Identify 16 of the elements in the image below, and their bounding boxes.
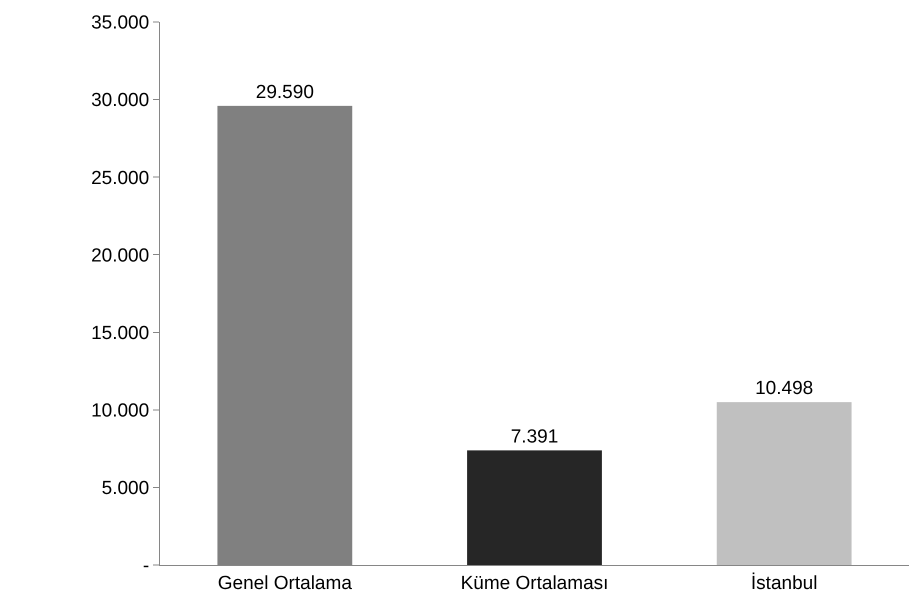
- y-tick-label: 20.000: [91, 245, 150, 266]
- y-tick-label: 5.000: [102, 478, 150, 500]
- x-tick-label: Genel Ortalama: [218, 572, 352, 594]
- x-tick-label: Küme Ortalaması: [460, 572, 608, 594]
- y-tick-label: 25.000: [91, 168, 150, 189]
- x-tick-label: İstanbul: [750, 572, 818, 594]
- data-label: 10.498: [755, 378, 814, 400]
- data-label: 7.391: [510, 426, 558, 448]
- bar: [467, 450, 602, 565]
- y-tick-label: 15.000: [91, 322, 150, 344]
- y-tick-label: 35.000: [91, 12, 150, 34]
- y-tick-label: 30.000: [91, 90, 150, 112]
- y-tick-label: 10.000: [91, 400, 150, 422]
- data-label: 29.590: [256, 82, 314, 103]
- bar: [716, 402, 852, 565]
- y-tick-label: -: [142, 556, 150, 577]
